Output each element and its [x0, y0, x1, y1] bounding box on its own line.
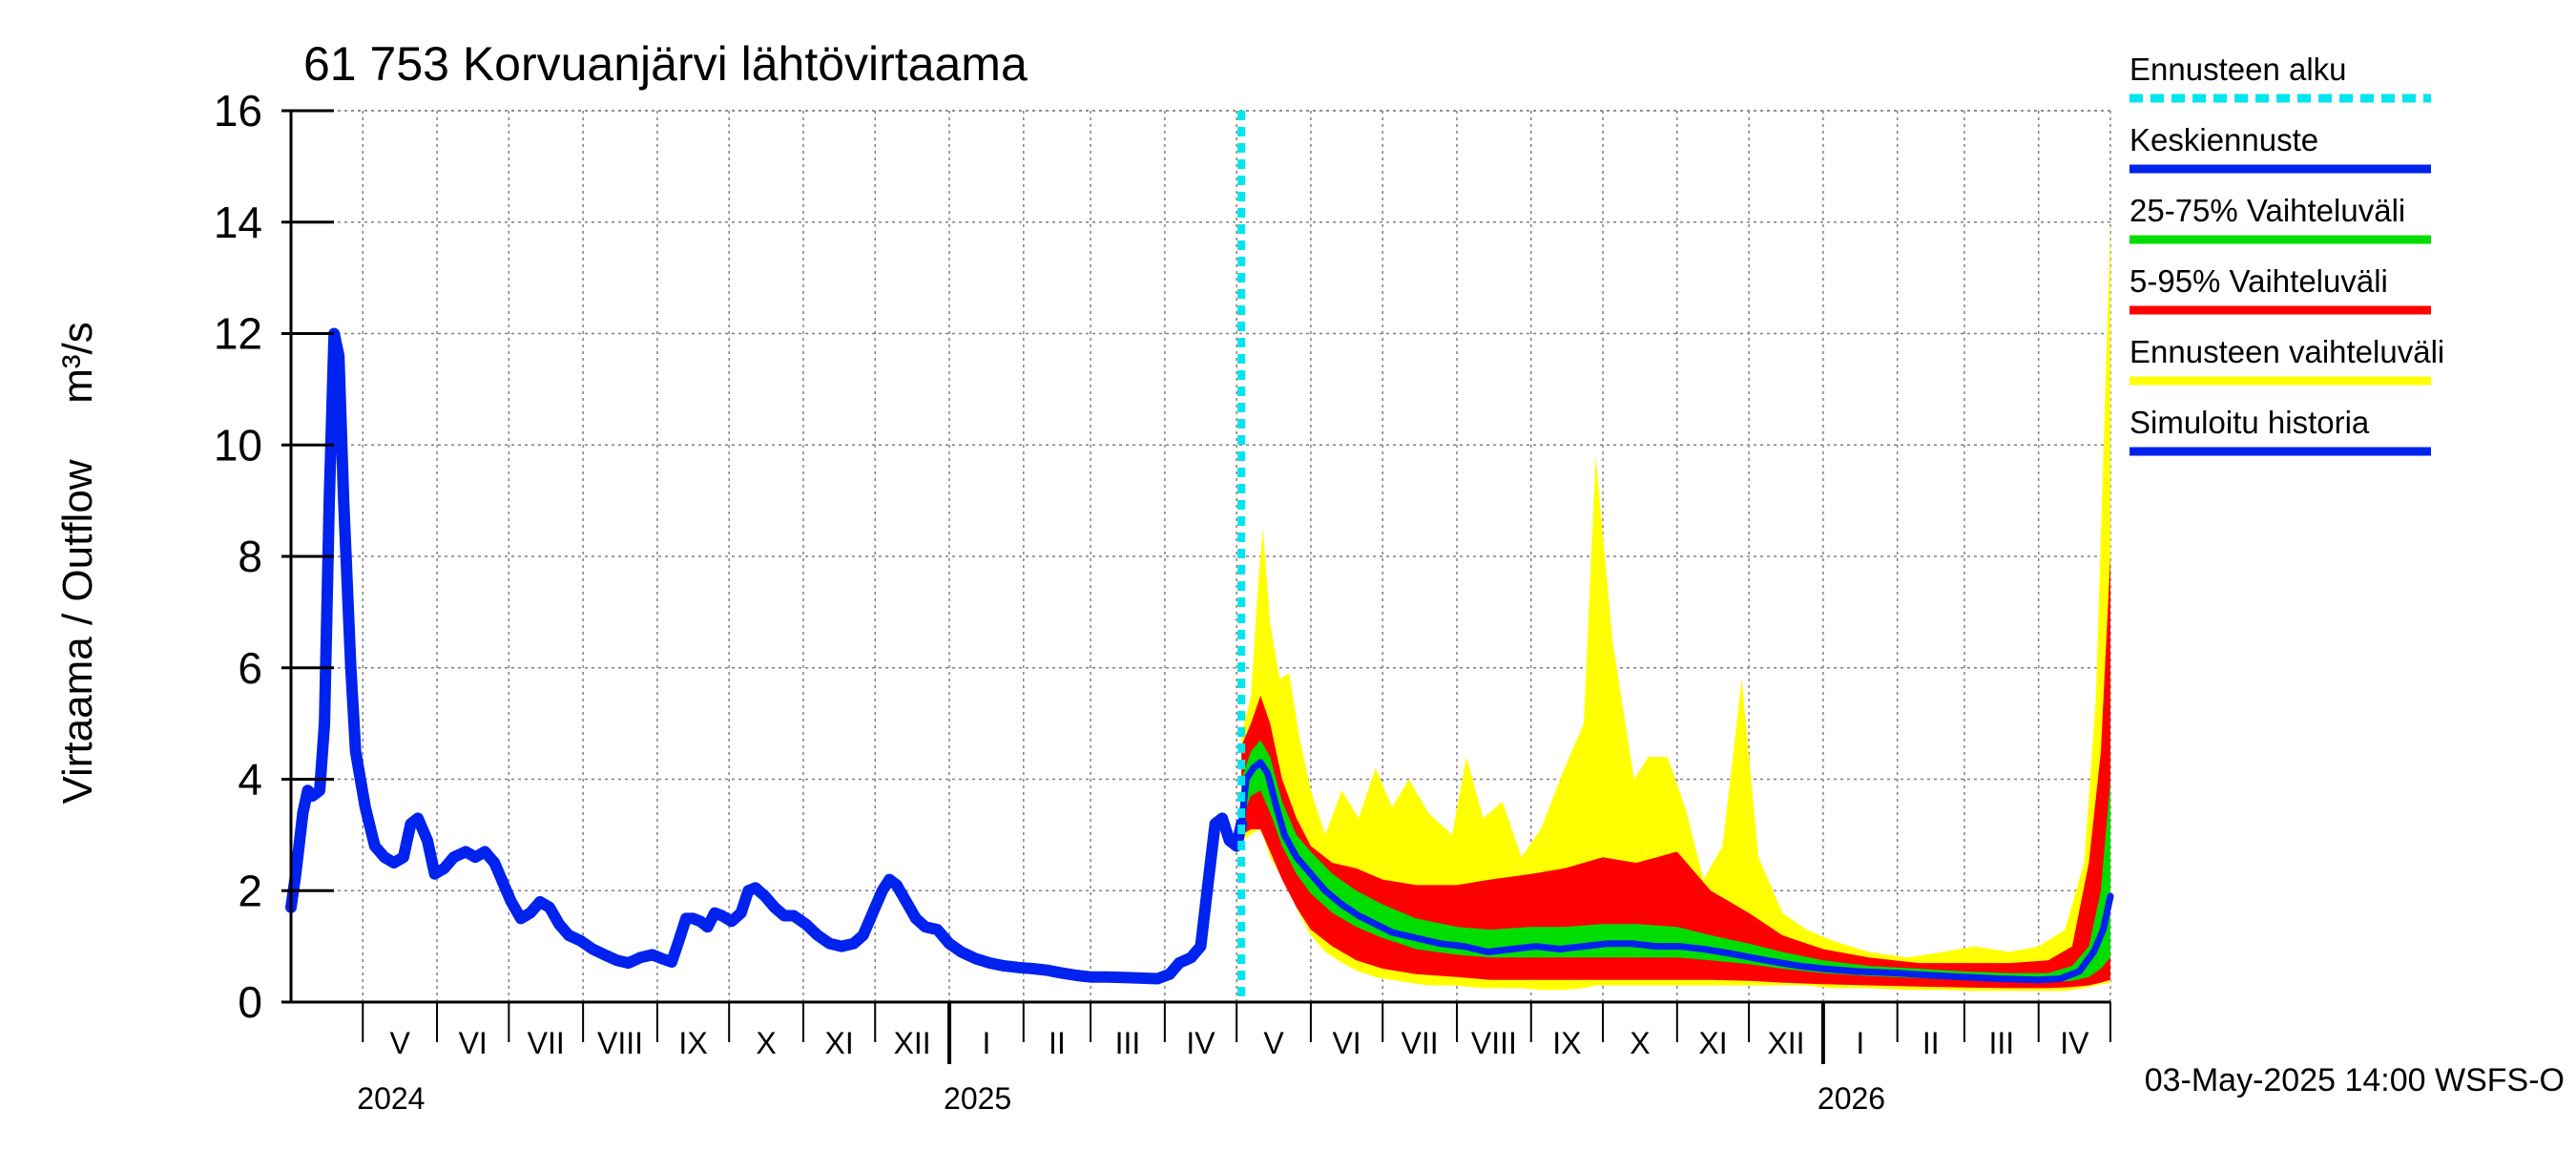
- x-tick-label: IX: [1552, 1026, 1581, 1060]
- legend-label: Simuloitu historia: [2129, 405, 2370, 440]
- axes: [281, 109, 2111, 1064]
- x-tick-label: VIII: [1471, 1026, 1517, 1060]
- y-tick-label: 16: [214, 86, 262, 136]
- x-tick-label: II: [1049, 1026, 1066, 1060]
- legend-label: Ennusteen vaihteluväli: [2129, 334, 2444, 369]
- y-tick-label: 0: [238, 977, 262, 1027]
- footer-timestamp: 03-May-2025 14:00 WSFS-O: [2145, 1062, 2565, 1098]
- y-axis-label: Virtaama / Outflow: [54, 459, 101, 804]
- x-tick-label: VIII: [597, 1026, 643, 1060]
- chart-title: 61 753 Korvuanjärvi lähtövirtaama: [303, 37, 1028, 91]
- x-tick-label: XII: [1767, 1026, 1804, 1060]
- band-25-75-vaihteluv-li: [1241, 740, 2110, 982]
- y-tick-label: 2: [238, 866, 262, 915]
- x-tick-label: VI: [1332, 1026, 1361, 1060]
- legend: Ennusteen alku Keskiennuste 25-75% Vaihtel…: [2129, 52, 2444, 456]
- y-tick-label: 14: [214, 198, 262, 247]
- x-tick-label: XI: [1698, 1026, 1727, 1060]
- year-label: 2026: [1818, 1081, 1885, 1116]
- y-tick-label: 10: [214, 420, 262, 470]
- x-tick-label: III: [1988, 1026, 2014, 1060]
- legend-label: 5-95% Vaihteluväli: [2129, 263, 2388, 299]
- legend-label: 25-75% Vaihteluväli: [2129, 193, 2405, 228]
- x-tick-label: V: [389, 1026, 410, 1060]
- x-tick-label: I: [1856, 1026, 1864, 1060]
- x-tick-label: VII: [1402, 1026, 1439, 1060]
- series-line-keskiennuste: [1237, 759, 2114, 984]
- grid: [291, 110, 2111, 1002]
- forecast-bands: [1241, 221, 2110, 992]
- y-tick-label: 6: [238, 643, 262, 693]
- series-lines: [285, 111, 2114, 1002]
- x-tick-label: V: [1263, 1026, 1284, 1060]
- x-tick-label: I: [982, 1026, 990, 1060]
- y-tick-label: 4: [238, 755, 262, 805]
- x-tick-label: X: [756, 1026, 776, 1060]
- y-tick-label: 12: [214, 309, 262, 359]
- legend-label: Ennusteen alku: [2129, 52, 2347, 87]
- y-tick-label: 8: [238, 532, 262, 581]
- x-tick-label: IV: [1186, 1026, 1215, 1060]
- x-tick-label: XII: [894, 1026, 931, 1060]
- x-tick-label: VII: [528, 1026, 565, 1060]
- x-tick-label: XI: [824, 1026, 853, 1060]
- band-5-95-vaihteluv-li: [1241, 556, 2110, 989]
- legend-label: Keskiennuste: [2129, 122, 2318, 157]
- year-label: 2024: [357, 1081, 425, 1116]
- series-line-simuloitu-historia: [285, 327, 1248, 985]
- x-tick-label: II: [1922, 1026, 1940, 1060]
- x-tick-label: IX: [678, 1026, 707, 1060]
- year-label: 2025: [944, 1081, 1011, 1116]
- x-tick-label: VI: [459, 1026, 488, 1060]
- x-tick-label: X: [1630, 1026, 1650, 1060]
- x-tick-label: III: [1115, 1026, 1141, 1060]
- y-axis-unit: m³/s: [54, 322, 101, 404]
- x-tick-label: IV: [2060, 1026, 2089, 1060]
